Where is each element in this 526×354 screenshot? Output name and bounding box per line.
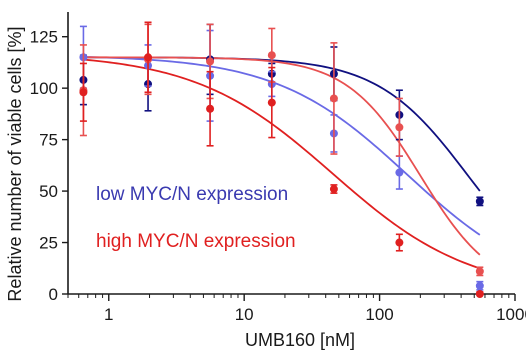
ticks: 0 25 50 75 100 125 1 10 100 1000 <box>30 28 526 324</box>
data-point <box>206 104 215 113</box>
data-point <box>395 168 404 177</box>
data-point <box>267 98 276 107</box>
y-axis-title: Relative number of viable cells [%] <box>5 26 25 301</box>
x-tick-label: 1000 <box>496 305 526 324</box>
data-point <box>206 57 215 66</box>
data-point <box>475 281 484 290</box>
y-tick-label: 50 <box>39 182 58 201</box>
x-axis-title: UMB160 [nM] <box>245 330 355 350</box>
y-tick-label: 75 <box>39 131 58 150</box>
x-tick-label: 10 <box>235 305 254 324</box>
y-tick-label: 100 <box>30 79 58 98</box>
data-point <box>475 197 484 206</box>
fit-curve-2 <box>83 56 481 256</box>
data-point <box>329 185 338 194</box>
data-point <box>395 123 404 132</box>
fit-curve-1 <box>83 56 481 236</box>
x-tick-label: 1 <box>104 305 113 324</box>
y-tick-label: 25 <box>39 234 58 253</box>
fit-curve-0 <box>83 56 481 192</box>
data-point <box>144 53 153 62</box>
data-point <box>329 94 338 103</box>
data-point <box>79 88 88 97</box>
y-tick-label: 125 <box>30 28 58 47</box>
annotation-low-expression: low MYC/N expression <box>96 184 288 205</box>
data-point <box>475 290 484 298</box>
annotation-high-expression: high MYC/N expression <box>96 231 296 252</box>
data-point <box>267 51 276 60</box>
y-tick-label: 0 <box>49 285 58 304</box>
axes <box>67 12 515 295</box>
data-points <box>79 21 484 298</box>
data-point <box>475 267 484 276</box>
data-point <box>395 238 404 247</box>
x-tick-label: 100 <box>365 305 393 324</box>
